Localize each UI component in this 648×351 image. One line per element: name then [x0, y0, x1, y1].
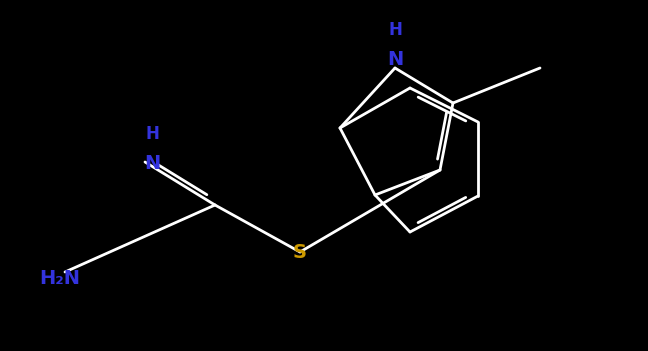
Text: N: N	[387, 50, 403, 69]
Text: S: S	[293, 243, 307, 261]
Text: H: H	[145, 125, 159, 143]
Text: N: N	[144, 154, 160, 173]
Text: H₂N: H₂N	[40, 269, 80, 287]
Text: H: H	[388, 21, 402, 39]
